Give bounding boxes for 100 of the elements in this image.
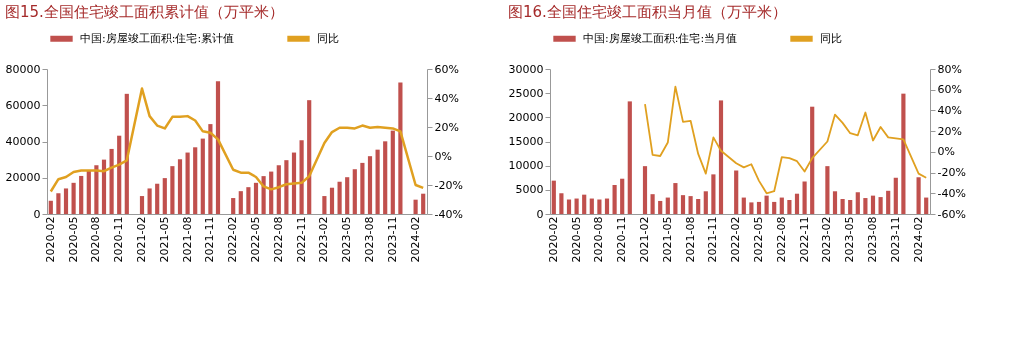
bar [231,198,236,214]
x-tick-label: 2022-11 [797,216,811,263]
y2-tick-label: 20% [937,124,962,138]
bar [802,181,807,214]
bar [810,106,815,214]
x-tick-label: 2021-02 [638,216,651,263]
x-tick-label: 2021-05 [660,216,674,263]
y-tick-label: 0 [536,207,544,221]
bar [825,166,830,214]
x-tick-label: 2020-08 [89,216,103,263]
bar [627,101,632,214]
x-tick-label: 2020-11 [615,216,629,263]
bar [620,178,625,214]
bar [848,199,853,214]
x-tick-label: 2020-05 [66,216,80,263]
bar [764,195,769,214]
bar [238,191,243,214]
bar [413,199,418,214]
bar [642,166,648,214]
bar [779,197,784,214]
bar [94,165,99,214]
y2-tick-label: 40% [434,91,459,105]
y-tick-label: 60000 [5,98,41,112]
y-tick-label: 5000 [515,183,544,197]
bar [916,177,921,214]
y-tick-label: 40000 [5,135,41,148]
legend-label: 同比 [317,31,339,45]
x-tick-label: 2021-08 [683,216,697,263]
x-tick-label: 2023-08 [363,216,376,263]
x-tick-label: 2022-08 [774,216,788,263]
y2-tick-label: 0% [937,145,955,159]
y-tick-label: 25000 [508,86,544,100]
y2-tick-label: 40% [937,103,962,117]
bar [117,135,122,214]
x-tick-label: 2020-02 [43,216,57,263]
chart-title: 图16.全国住宅竣工面积当月值（万平米） [508,3,787,21]
bar [322,196,327,214]
bar [246,187,251,214]
bar [307,100,312,214]
chart-title: 图15.全国住宅竣工面积累计值（万平米） [5,3,284,21]
bar [421,193,426,214]
bar [749,202,754,214]
bar [155,183,160,214]
x-tick-label: 2020-11 [112,216,126,263]
bar [375,149,380,214]
bar [291,152,297,214]
x-tick-label: 2022-02 [226,216,240,263]
bar [345,177,350,214]
bar [703,191,708,214]
bar [650,194,655,214]
bar [612,185,617,214]
line-series [644,85,928,195]
bar [863,198,868,214]
bar [101,159,107,214]
y-tick-label: 10000 [508,159,544,173]
bar [360,162,365,214]
x-tick-label: 2022-11 [294,216,308,263]
bar [711,174,716,214]
bar [367,156,373,214]
bar [787,199,792,214]
x-tick-label: 2021-05 [157,216,171,263]
bar [162,178,167,214]
x-tick-label: 2023-11 [385,216,399,263]
bar [177,159,183,214]
bar [658,200,663,214]
bar [734,170,739,214]
x-tick-label: 2023-02 [820,216,834,263]
bar [840,199,845,214]
y2-tick-label: -20% [434,178,463,192]
y2-tick-label: -20% [937,166,966,180]
bar [86,170,91,214]
bar [559,193,564,214]
bar [63,188,69,214]
x-tick-label: 2023-08 [866,216,879,263]
bar [329,187,335,214]
y-tick-label: 30000 [508,62,544,76]
bar [756,201,762,214]
bar [147,188,152,214]
bar [566,199,572,214]
bar [878,197,883,214]
bar [680,195,686,214]
bar [673,183,678,214]
x-tick-label: 2021-02 [135,216,148,263]
bar [893,177,898,214]
x-tick-label: 2022-08 [271,216,285,263]
bar [390,130,395,214]
bar [56,193,61,214]
bar [901,93,906,214]
bar [741,197,746,214]
legend-label: 中国:房屋竣工面积:住宅:累计值 [80,31,235,45]
bar [574,198,579,214]
y-tick-label: 80000 [5,62,41,76]
y2-tick-label: 60% [434,62,459,76]
x-tick-label: 2023-05 [843,216,857,263]
bar [589,198,594,214]
x-tick-label: 2022-02 [729,216,743,263]
bar [398,82,403,214]
y2-tick-label: -40% [937,186,966,200]
bar [208,124,213,214]
bar [718,100,724,214]
